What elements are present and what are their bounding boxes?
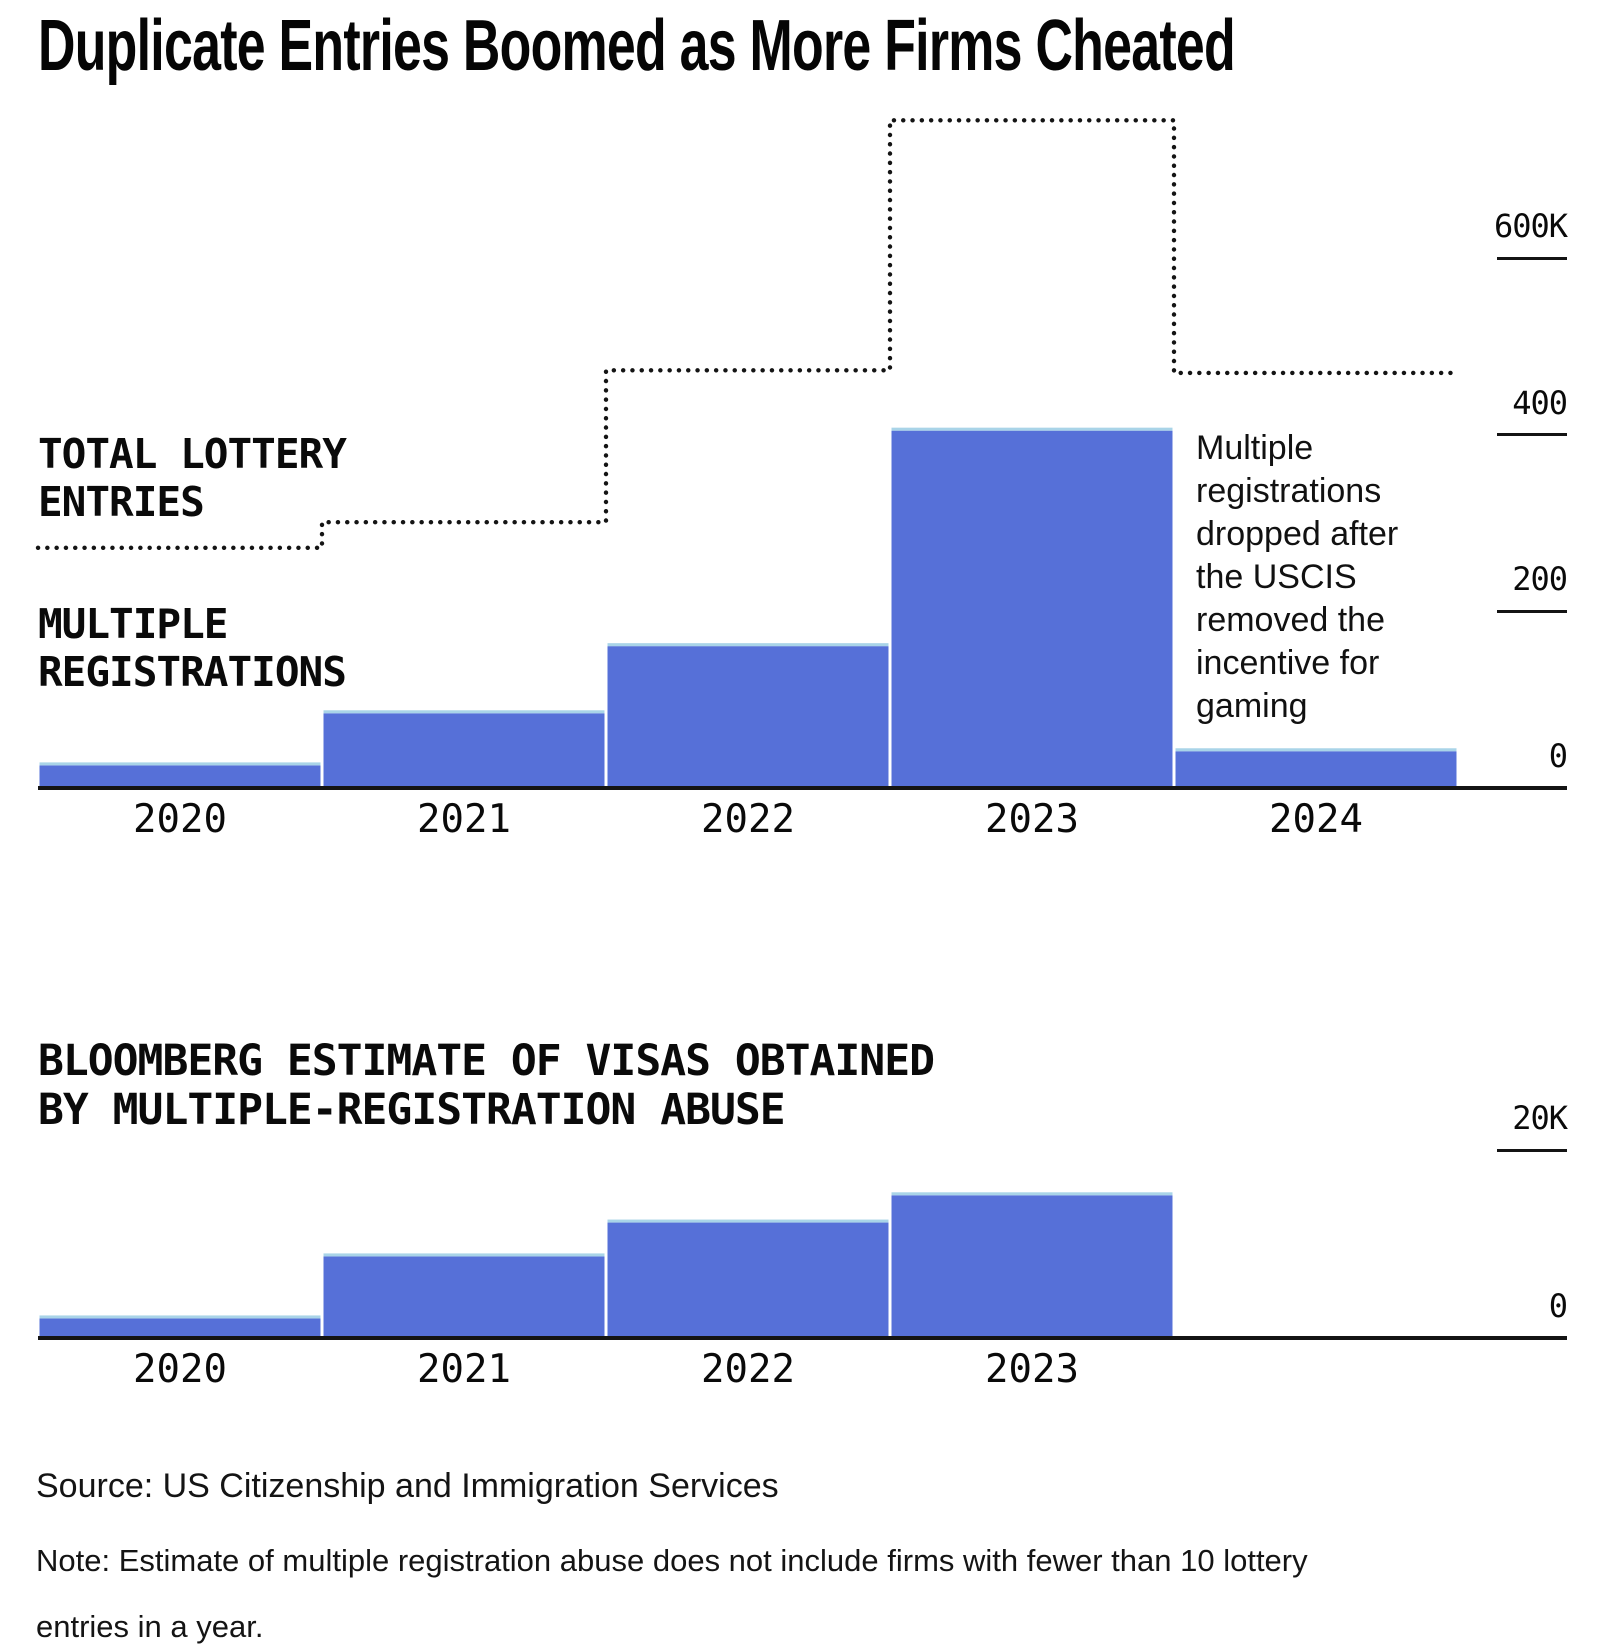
y-tick-underline-600k xyxy=(1497,256,1567,260)
bar-cap-2020 xyxy=(39,762,321,766)
bar-2023 xyxy=(891,430,1173,788)
y-tick-20k: 20K xyxy=(1512,1099,1568,1137)
dotted-step-line-total-entries xyxy=(35,118,1461,550)
bar-2022 xyxy=(607,646,889,788)
x-axis-label-2021: 2021 xyxy=(417,1347,511,1392)
bar-cap-2023 xyxy=(891,427,1173,431)
x-axis-label-2023: 2023 xyxy=(985,797,1079,842)
x-axis-label-2020: 2020 xyxy=(133,797,227,842)
series-label-total-lottery-entries: TOTAL LOTTERY ENTRIES xyxy=(38,430,347,526)
bar-2024 xyxy=(1175,751,1457,788)
bar-cap-2024 xyxy=(1175,748,1457,752)
x-axis xyxy=(38,1336,1567,1340)
bar-2022 xyxy=(607,1222,889,1338)
y-tick-0: 0 xyxy=(1548,1287,1568,1325)
figure-title: Duplicate Entries Boomed as More Firms C… xyxy=(38,6,1236,86)
x-axis-label-2022: 2022 xyxy=(701,1347,795,1392)
y-tick-underline-400 xyxy=(1497,433,1567,437)
bar-2021 xyxy=(323,713,605,788)
y-tick-underline-200 xyxy=(1497,609,1567,613)
bar-cap-2022 xyxy=(607,1219,889,1223)
bar-2020 xyxy=(39,765,321,788)
x-axis-label-2020: 2020 xyxy=(133,1347,227,1392)
y-tick-0: 0 xyxy=(1548,737,1568,775)
annotation-uscis-incentive-note: Multiple registrations dropped after the… xyxy=(1196,429,1399,725)
bar-2023 xyxy=(891,1195,1173,1338)
source-line: Source: US Citizenship and Immigration S… xyxy=(36,1467,779,1505)
bar-cap-2020 xyxy=(39,1315,321,1319)
x-axis xyxy=(38,786,1567,790)
y-tick-600k: 600K xyxy=(1493,207,1568,246)
x-axis-label-2023: 2023 xyxy=(985,1347,1079,1392)
methodology-note: Note: Estimate of multiple registration … xyxy=(36,1543,1308,1644)
bar-2021 xyxy=(323,1256,605,1338)
bottom-chart-title: BLOOMBERG ESTIMATE OF VISAS OBTAINED BY … xyxy=(38,1036,935,1135)
y-tick-underline-20k xyxy=(1497,1148,1567,1152)
bar-cap-2023 xyxy=(891,1192,1173,1196)
y-tick-400: 400 xyxy=(1512,383,1568,422)
bar-cap-2021 xyxy=(323,710,605,714)
x-axis-label-2024: 2024 xyxy=(1269,797,1363,842)
x-axis-label-2022: 2022 xyxy=(701,797,795,842)
y-tick-200: 200 xyxy=(1512,560,1568,599)
bar-cap-2021 xyxy=(323,1253,605,1257)
series-label-multiple-registrations: MULTIPLE REGISTRATIONS xyxy=(38,600,347,696)
bar-2020 xyxy=(39,1318,321,1338)
x-axis-label-2021: 2021 xyxy=(417,797,511,842)
bar-cap-2022 xyxy=(607,643,889,647)
